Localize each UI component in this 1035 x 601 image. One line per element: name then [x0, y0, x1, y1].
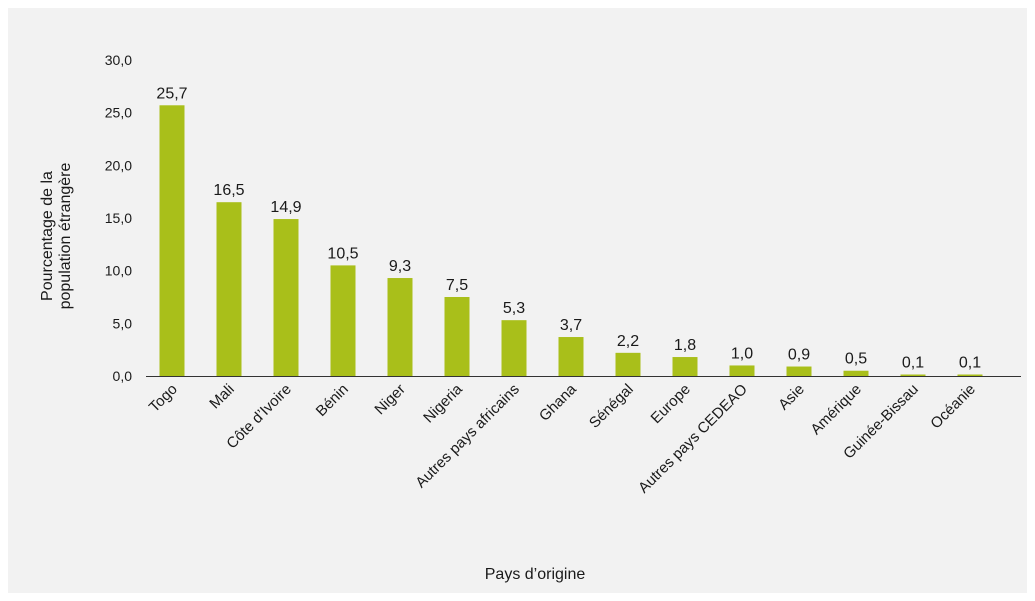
- bar: [615, 352, 641, 376]
- y-tick-label: 25,0: [105, 105, 132, 121]
- bars: [159, 105, 983, 376]
- y-axis-title-line: Pourcentage de la: [39, 171, 56, 301]
- category-label: Autres pays CEDEAO: [635, 381, 751, 497]
- bar-value-label: 14,9: [270, 199, 301, 216]
- category-label: Amérique: [807, 381, 864, 438]
- category-label: Ghana: [536, 380, 580, 424]
- category-label: Asie: [775, 381, 808, 414]
- y-axis-title-line: population étrangère: [57, 163, 74, 310]
- y-axis-ticks: 0,0 5,0 10,0 15,0 20,0 25,0 30,0: [105, 52, 132, 384]
- y-tick-label: 15,0: [105, 210, 132, 226]
- category-label: Autres pays africains: [412, 381, 522, 491]
- bar: [387, 278, 413, 376]
- bar-value-label: 7,5: [446, 277, 468, 294]
- bar: [786, 366, 812, 376]
- bar-value-label: 10,5: [327, 245, 358, 262]
- bar: [444, 297, 470, 376]
- bar-value-label: 5,3: [503, 300, 525, 317]
- bar: [672, 357, 698, 376]
- y-tick-label: 20,0: [105, 157, 132, 173]
- category-label: Togo: [146, 381, 181, 416]
- bar: [501, 320, 527, 376]
- bar-chart: Pourcentage de la population étrangère 0,…: [39, 52, 1021, 583]
- bar: [843, 370, 869, 376]
- bar: [558, 337, 584, 376]
- bar-value-label: 1,0: [731, 345, 753, 362]
- bar-value-label: 16,5: [213, 182, 244, 199]
- bar-value-label: 9,3: [389, 258, 411, 275]
- bar-value-label: 0,5: [845, 351, 867, 368]
- category-label: Bénin: [313, 381, 352, 420]
- bar-value-label: 0,1: [959, 355, 981, 372]
- bar: [729, 365, 755, 376]
- y-tick-label: 10,0: [105, 263, 132, 279]
- bar: [273, 219, 299, 376]
- category-label: Océanie: [927, 381, 979, 433]
- y-axis-title: Pourcentage de la population étrangère: [39, 163, 74, 310]
- category-label: Europe: [648, 381, 694, 427]
- bar: [159, 105, 185, 376]
- bar: [330, 265, 356, 376]
- category-label: Nigeria: [420, 380, 466, 426]
- bar-value-label: 2,2: [617, 333, 639, 350]
- bar-value-label: 25,7: [156, 85, 187, 102]
- y-tick-label: 5,0: [113, 315, 133, 331]
- x-axis-title: Pays d’origine: [485, 566, 586, 583]
- chart-panel: Pourcentage de la population étrangère 0,…: [8, 8, 1027, 593]
- bar-value-label: 0,9: [788, 347, 810, 364]
- y-tick-label: 30,0: [105, 52, 132, 68]
- bar-value-label: 1,8: [674, 337, 696, 354]
- bar-value-label: 0,1: [902, 355, 924, 372]
- y-tick-label: 0,0: [113, 368, 133, 384]
- value-labels: 25,7 16,5 14,9 10,5 9,3 7,5 5,3 3,7 2,2 1,8 1,0 0,9…: [156, 85, 981, 371]
- bar-value-label: 3,7: [560, 317, 582, 334]
- bar: [216, 202, 242, 376]
- category-label: Niger: [371, 381, 408, 418]
- category-label: Sénégal: [586, 381, 637, 432]
- bar: [957, 374, 983, 376]
- bar: [900, 374, 926, 376]
- category-label: Mali: [206, 381, 237, 412]
